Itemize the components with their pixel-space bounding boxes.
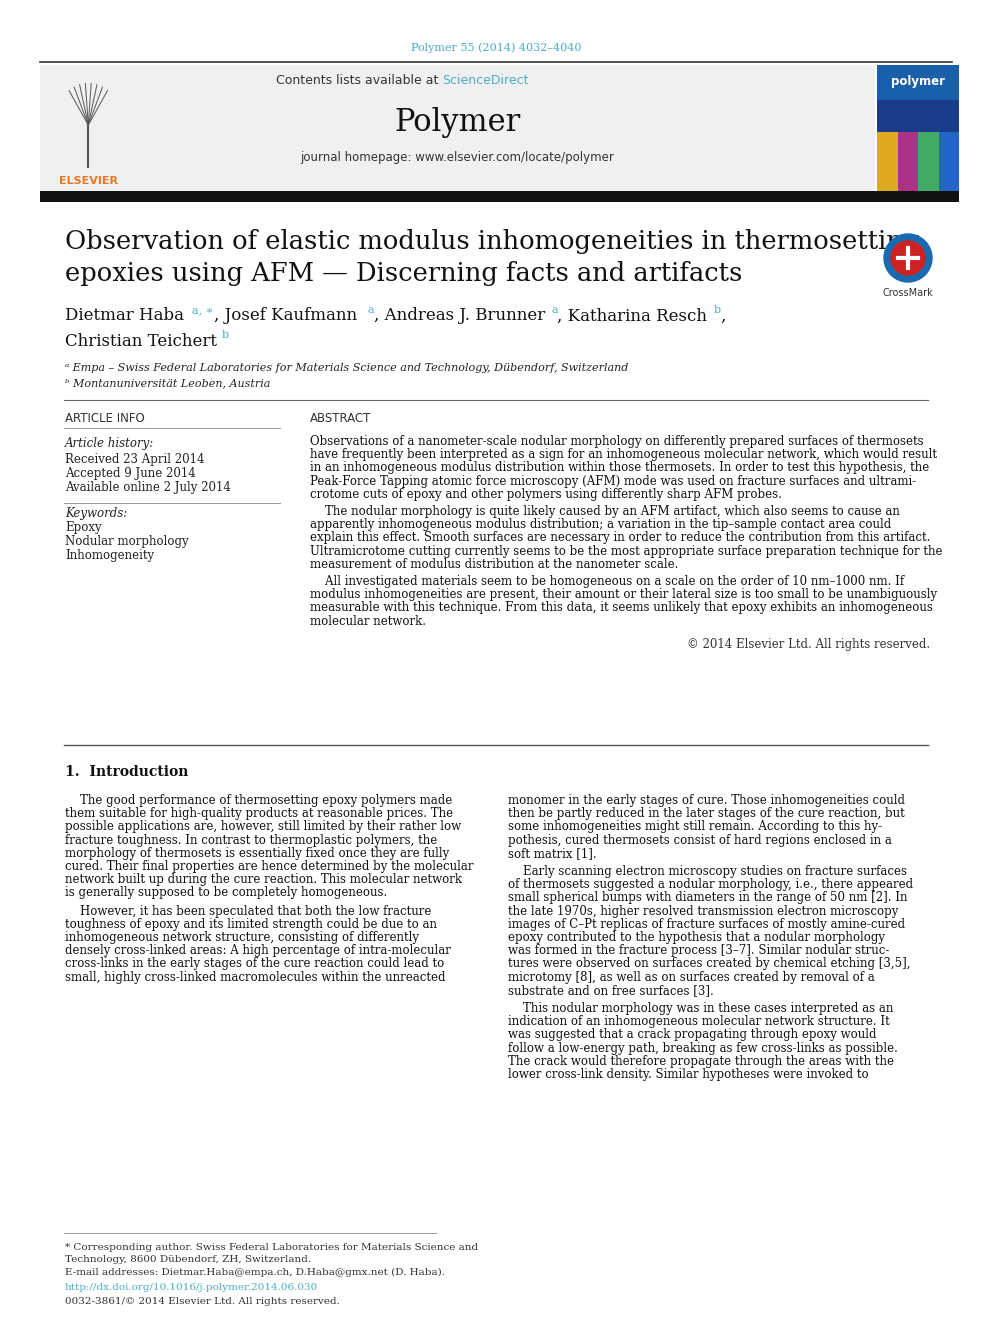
Text: them suitable for high-quality products at reasonable prices. The: them suitable for high-quality products …	[65, 807, 453, 820]
Text: microtomy [8], as well as on surfaces created by removal of a: microtomy [8], as well as on surfaces cr…	[508, 971, 875, 983]
Circle shape	[891, 241, 925, 275]
Text: , Katharina Resch: , Katharina Resch	[557, 307, 707, 324]
Text: cross-links in the early stages of the cure reaction could lead to: cross-links in the early stages of the c…	[65, 958, 444, 970]
Text: is generally supposed to be completely homogeneous.: is generally supposed to be completely h…	[65, 886, 387, 900]
Text: This nodular morphology was in these cases interpreted as an: This nodular morphology was in these cas…	[508, 1002, 894, 1015]
Text: The crack would therefore propagate through the areas with the: The crack would therefore propagate thro…	[508, 1054, 894, 1068]
Text: measurable with this technique. From this data, it seems unlikely that epoxy exh: measurable with this technique. From thi…	[310, 602, 932, 614]
Text: a: a	[551, 306, 558, 315]
Text: was suggested that a crack propagating through epoxy would: was suggested that a crack propagating t…	[508, 1028, 877, 1041]
Text: ScienceDirect: ScienceDirect	[442, 74, 529, 86]
Text: the late 1970s, higher resolved transmission electron microscopy: the late 1970s, higher resolved transmis…	[508, 905, 899, 918]
Text: * Corresponding author. Swiss Federal Laboratories for Materials Science and: * Corresponding author. Swiss Federal La…	[65, 1244, 478, 1252]
Text: images of C–Pt replicas of fracture surfaces of mostly amine-cured: images of C–Pt replicas of fracture surf…	[508, 918, 905, 931]
FancyBboxPatch shape	[877, 65, 959, 101]
FancyBboxPatch shape	[877, 132, 898, 192]
Text: in an inhomogeneous modulus distribution within those thermosets. In order to te: in an inhomogeneous modulus distribution…	[310, 462, 930, 475]
Text: soft matrix [1].: soft matrix [1].	[508, 847, 596, 860]
Text: © 2014 Elsevier Ltd. All rights reserved.: © 2014 Elsevier Ltd. All rights reserved…	[686, 638, 930, 651]
Text: polymer: polymer	[891, 75, 945, 89]
Text: Polymer 55 (2014) 4032–4040: Polymer 55 (2014) 4032–4040	[411, 42, 581, 53]
Text: ELSEVIER: ELSEVIER	[59, 176, 118, 187]
Text: small spherical bumps with diameters in the range of 50 nm [2]. In: small spherical bumps with diameters in …	[508, 892, 908, 905]
Text: Available online 2 July 2014: Available online 2 July 2014	[65, 480, 231, 493]
Text: The nodular morphology is quite likely caused by an AFM artifact, which also see: The nodular morphology is quite likely c…	[310, 505, 900, 519]
Text: Polymer: Polymer	[394, 106, 520, 138]
Text: , Andreas J. Brunner: , Andreas J. Brunner	[374, 307, 546, 324]
Text: indication of an inhomogeneous molecular network structure. It: indication of an inhomogeneous molecular…	[508, 1015, 890, 1028]
Text: lower cross-link density. Similar hypotheses were invoked to: lower cross-link density. Similar hypoth…	[508, 1068, 869, 1081]
Text: Technology, 8600 Dübendorf, ZH, Switzerland.: Technology, 8600 Dübendorf, ZH, Switzerl…	[65, 1256, 311, 1263]
Text: measurement of modulus distribution at the nanometer scale.: measurement of modulus distribution at t…	[310, 558, 679, 570]
Text: was formed in the fracture process [3–7]. Similar nodular struc-: was formed in the fracture process [3–7]…	[508, 945, 890, 958]
Text: a: a	[368, 306, 375, 315]
Text: crotome cuts of epoxy and other polymers using differently sharp AFM probes.: crotome cuts of epoxy and other polymers…	[310, 488, 782, 501]
Text: b: b	[714, 306, 721, 315]
Text: tures were observed on surfaces created by chemical etching [3,5],: tures were observed on surfaces created …	[508, 958, 911, 970]
Text: toughness of epoxy and its limited strength could be due to an: toughness of epoxy and its limited stren…	[65, 918, 437, 931]
Circle shape	[884, 234, 932, 282]
Text: Article history:: Article history:	[65, 438, 154, 451]
Text: journal homepage: www.elsevier.com/locate/polymer: journal homepage: www.elsevier.com/locat…	[300, 152, 614, 164]
Text: The good performance of thermosetting epoxy polymers made: The good performance of thermosetting ep…	[65, 794, 452, 807]
Text: explain this effect. Smooth surfaces are necessary in order to reduce the contri: explain this effect. Smooth surfaces are…	[310, 532, 930, 544]
Text: E-mail addresses: Dietmar.Haba@empa.ch, D.Haba@gmx.net (D. Haba).: E-mail addresses: Dietmar.Haba@empa.ch, …	[65, 1267, 445, 1277]
Text: Early scanning electron microscopy studies on fracture surfaces: Early scanning electron microscopy studi…	[508, 865, 907, 878]
Text: Accepted 9 June 2014: Accepted 9 June 2014	[65, 467, 195, 479]
Text: network built up during the cure reaction. This molecular network: network built up during the cure reactio…	[65, 873, 462, 886]
Text: All investigated materials seem to be homogeneous on a scale on the order of 10 : All investigated materials seem to be ho…	[310, 576, 904, 587]
Text: epoxies using AFM — Discerning facts and artifacts: epoxies using AFM — Discerning facts and…	[65, 262, 742, 287]
Text: substrate and on free surfaces [3].: substrate and on free surfaces [3].	[508, 984, 714, 996]
Text: inhomogeneous network structure, consisting of differently: inhomogeneous network structure, consist…	[65, 931, 419, 945]
Text: cured. Their final properties are hence determined by the molecular: cured. Their final properties are hence …	[65, 860, 473, 873]
Text: possible applications are, however, still limited by their rather low: possible applications are, however, stil…	[65, 820, 461, 833]
Text: Received 23 April 2014: Received 23 April 2014	[65, 452, 204, 466]
FancyBboxPatch shape	[40, 65, 875, 192]
FancyBboxPatch shape	[877, 65, 959, 192]
Text: ᵃ Empa – Swiss Federal Laboratories for Materials Science and Technology, Dübend: ᵃ Empa – Swiss Federal Laboratories for …	[65, 363, 628, 373]
Text: of thermosets suggested a nodular morphology, i.e., there appeared: of thermosets suggested a nodular morpho…	[508, 878, 913, 892]
Text: molecular network.: molecular network.	[310, 615, 426, 627]
FancyBboxPatch shape	[898, 132, 918, 192]
Text: densely cross-linked areas: A high percentage of intra-molecular: densely cross-linked areas: A high perce…	[65, 945, 451, 958]
Text: pothesis, cured thermosets consist of hard regions enclosed in a: pothesis, cured thermosets consist of ha…	[508, 833, 892, 847]
Text: Dietmar Haba: Dietmar Haba	[65, 307, 184, 324]
FancyBboxPatch shape	[918, 132, 938, 192]
Text: , Josef Kaufmann: , Josef Kaufmann	[214, 307, 357, 324]
Text: Christian Teichert: Christian Teichert	[65, 332, 217, 349]
Text: morphology of thermosets is essentially fixed once they are fully: morphology of thermosets is essentially …	[65, 847, 449, 860]
Text: http://dx.doi.org/10.1016/j.polymer.2014.06.030: http://dx.doi.org/10.1016/j.polymer.2014…	[65, 1283, 318, 1293]
Text: have frequently been interpreted as a sign for an inhomogeneous molecular networ: have frequently been interpreted as a si…	[310, 448, 937, 462]
Text: apparently inhomogeneous modulus distribution; a variation in the tip–sample con: apparently inhomogeneous modulus distrib…	[310, 519, 891, 532]
Text: ABSTRACT: ABSTRACT	[310, 411, 371, 425]
Text: epoxy contributed to the hypothesis that a nodular morphology: epoxy contributed to the hypothesis that…	[508, 931, 885, 945]
Text: ARTICLE INFO: ARTICLE INFO	[65, 411, 145, 425]
Text: ,: ,	[720, 307, 725, 324]
Text: Ultramicrotome cutting currently seems to be the most appropriate surface prepar: Ultramicrotome cutting currently seems t…	[310, 545, 942, 557]
Text: However, it has been speculated that both the low fracture: However, it has been speculated that bot…	[65, 905, 432, 918]
Text: Inhomogeneity: Inhomogeneity	[65, 549, 154, 562]
Text: Observations of a nanometer-scale nodular morphology on differently prepared sur: Observations of a nanometer-scale nodula…	[310, 435, 924, 448]
Text: b: b	[222, 329, 229, 340]
Text: monomer in the early stages of cure. Those inhomogeneities could: monomer in the early stages of cure. Tho…	[508, 794, 905, 807]
Text: Peak-Force Tapping atomic force microscopy (AFM) mode was used on fracture surfa: Peak-Force Tapping atomic force microsco…	[310, 475, 917, 488]
Text: Contents lists available at: Contents lists available at	[276, 74, 442, 86]
Text: Keywords:: Keywords:	[65, 508, 127, 520]
Text: some inhomogeneities might still remain. According to this hy-: some inhomogeneities might still remain.…	[508, 820, 882, 833]
Text: ᵇ Montanuniversität Leoben, Austria: ᵇ Montanuniversität Leoben, Austria	[65, 378, 271, 388]
Text: fracture toughness. In contrast to thermoplastic polymers, the: fracture toughness. In contrast to therm…	[65, 833, 437, 847]
FancyBboxPatch shape	[40, 191, 959, 202]
Text: a, ∗: a, ∗	[192, 306, 213, 315]
Text: Observation of elastic modulus inhomogeneities in thermosetting: Observation of elastic modulus inhomogen…	[65, 229, 920, 254]
Text: modulus inhomogeneities are present, their amount or their lateral size is too s: modulus inhomogeneities are present, the…	[310, 589, 937, 601]
Text: Epoxy: Epoxy	[65, 521, 101, 534]
Text: small, highly cross-linked macromolecules within the unreacted: small, highly cross-linked macromolecule…	[65, 971, 445, 983]
Text: 1.  Introduction: 1. Introduction	[65, 765, 188, 779]
Text: Nodular morphology: Nodular morphology	[65, 536, 188, 549]
Text: CrossMark: CrossMark	[883, 288, 933, 298]
Text: follow a low-energy path, breaking as few cross-links as possible.: follow a low-energy path, breaking as fe…	[508, 1041, 898, 1054]
FancyBboxPatch shape	[938, 132, 959, 192]
Text: 0032-3861/© 2014 Elsevier Ltd. All rights reserved.: 0032-3861/© 2014 Elsevier Ltd. All right…	[65, 1297, 340, 1306]
Text: then be partly reduced in the later stages of the cure reaction, but: then be partly reduced in the later stag…	[508, 807, 905, 820]
